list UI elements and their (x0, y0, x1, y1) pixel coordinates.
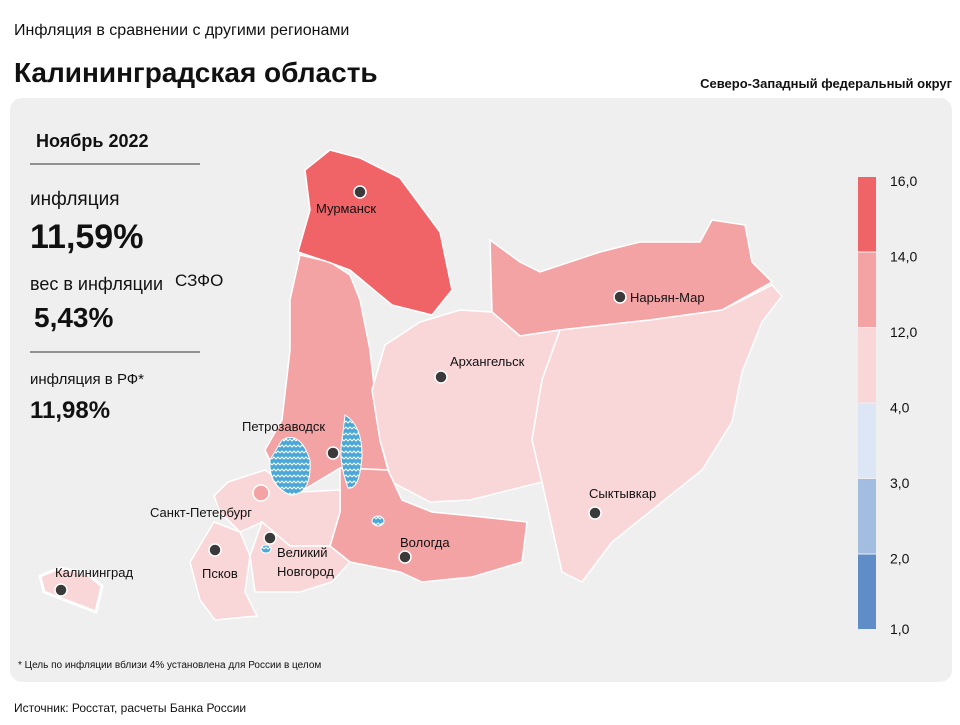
inflation-value: 11,59% (30, 218, 143, 256)
weight-label: вес в инфляции (30, 274, 163, 294)
legend-swatch (858, 479, 876, 554)
weight-value: 5,43% (34, 302, 113, 333)
footnote: * Цель по инфляции вблизи 4% установлена… (18, 659, 321, 671)
city-label: Мурманск (316, 201, 376, 216)
region (371, 309, 562, 503)
region (38, 566, 104, 615)
legend: 16,0 14,0 12,0 4,0 3,0 2,0 1,0 (858, 173, 917, 637)
city-label: Калининград (55, 565, 133, 580)
lake (340, 414, 363, 489)
legend-swatch (858, 403, 876, 478)
city-dot (353, 185, 367, 199)
city-dot (252, 484, 270, 502)
city-label: Петрозаводск (242, 419, 325, 434)
lake (269, 437, 311, 496)
city-label: Санкт-Петербург (150, 505, 252, 520)
legend-label: 1,0 (890, 621, 910, 637)
city-dot (326, 446, 340, 460)
city-label: Сыктывкар (589, 486, 656, 501)
map: Мурманск Нарьян-Мар Архангельск Петрозав… (38, 149, 783, 621)
city-label: Нарьян-Мар (630, 290, 705, 305)
city-label: Вологда (400, 535, 450, 550)
city-dot (398, 550, 412, 564)
city-dot (588, 506, 602, 520)
city-label: Великий (277, 545, 328, 560)
legend-swatch (858, 554, 876, 629)
legend-label: 4,0 (890, 400, 910, 416)
legend-label: 3,0 (890, 475, 910, 491)
legend-label: 2,0 (890, 551, 910, 567)
city-label: Псков (202, 566, 238, 581)
city-dot (263, 531, 277, 545)
city-dot (434, 370, 448, 384)
legend-swatch (858, 328, 876, 403)
period: Ноябрь 2022 (36, 131, 148, 151)
region (189, 521, 259, 621)
region (297, 149, 453, 316)
rf-label: инфляция в РФ* (30, 371, 144, 388)
legend-swatch (858, 252, 876, 327)
source: Источник: Росстат, расчеты Банка России (14, 701, 246, 715)
lake (260, 544, 272, 554)
city-label: Новгород (277, 564, 334, 579)
inflation-label: инфляция (30, 189, 119, 210)
district: Северо-Западный федеральный округ (700, 76, 952, 91)
city-dot (208, 543, 222, 557)
rf-value: 11,98% (30, 397, 110, 424)
city-label: Архангельск (450, 354, 525, 369)
legend-label: 14,0 (890, 249, 917, 265)
legend-label: 12,0 (890, 324, 917, 340)
city-dot (613, 290, 627, 304)
title: Калининградская область (14, 57, 378, 88)
city-dot (54, 583, 68, 597)
lake (371, 515, 385, 527)
subtitle: Инфляция в сравнении с другими регионами (14, 22, 349, 39)
legend-label: 16,0 (890, 173, 917, 189)
weight-region: СЗФО (175, 271, 223, 290)
legend-swatch (858, 177, 876, 252)
